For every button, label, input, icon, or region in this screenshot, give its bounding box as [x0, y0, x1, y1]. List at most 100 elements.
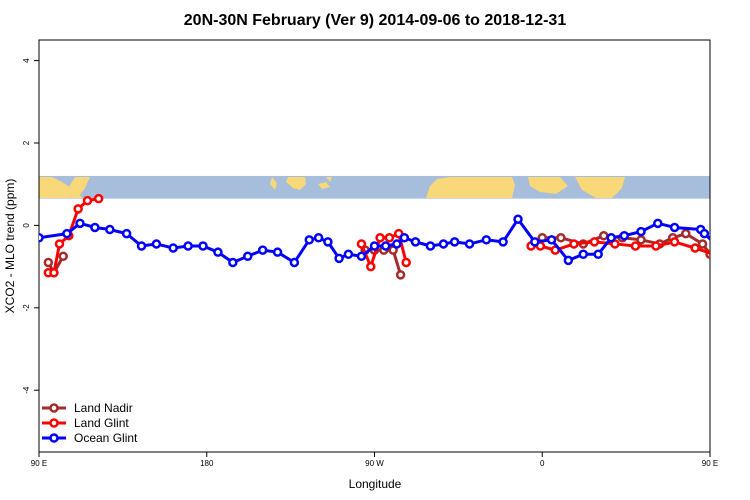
map-land-asia — [62, 177, 90, 198]
data-point-ocean-glint — [410, 237, 421, 247]
data-point-land-nadir — [43, 257, 54, 268]
legend-item-ocean-glint: Ocean Glint — [42, 431, 138, 445]
data-point-ocean-glint — [392, 239, 402, 249]
legend-item-land-nadir: Land Nadir — [42, 401, 133, 415]
data-point-ocean-glint — [356, 251, 367, 262]
legend-marker — [49, 433, 59, 443]
data-point-ocean-glint — [513, 214, 523, 224]
data-point-land-glint — [73, 204, 83, 214]
y-tick-label: -2 — [22, 304, 31, 312]
data-point-ocean-glint — [669, 222, 680, 233]
map-land-africa-west — [426, 177, 515, 198]
y-axis: -4 -2 0 2 4 — [22, 58, 39, 394]
map-land-arabia — [528, 177, 568, 194]
x-axis: 90 E 180 90 W 0 90 E — [31, 452, 718, 468]
data-point-land-glint — [708, 251, 710, 258]
x-tick-label: 0 — [540, 459, 545, 468]
data-point-ocean-glint — [334, 253, 344, 264]
data-point-land-nadir — [395, 270, 406, 280]
x-tick-label: 180 — [200, 459, 214, 468]
data-point-ocean-glint — [228, 257, 238, 268]
data-point-ocean-glint — [449, 237, 460, 247]
data-point-ocean-glint — [39, 233, 44, 243]
data-point-ocean-glint — [714, 243, 721, 250]
data-point-ocean-glint — [546, 235, 557, 245]
series-ocean-glint — [39, 214, 749, 268]
data-point-ocean-glint — [136, 241, 147, 251]
data-point-ocean-glint — [90, 222, 100, 233]
data-point-ocean-glint — [578, 249, 589, 259]
data-point-land-glint — [740, 240, 747, 247]
data-point-land-glint — [356, 239, 367, 249]
data-point-land-glint — [721, 267, 728, 274]
map-land-florida — [326, 177, 332, 182]
data-point-land-nadir — [681, 228, 691, 239]
data-point-land-glint — [54, 239, 65, 249]
y-tick-label: -4 — [22, 386, 31, 394]
series-line-land-glint — [531, 240, 710, 255]
legend-marker — [49, 403, 59, 413]
data-point-land-nadir — [697, 239, 708, 249]
data-point-ocean-glint — [369, 241, 380, 251]
series-layer — [39, 193, 749, 280]
data-point-ocean-glint — [530, 237, 540, 247]
y-tick-label: 0 — [22, 223, 31, 228]
data-point-ocean-glint — [75, 218, 85, 229]
data-point-ocean-glint — [653, 218, 663, 229]
map-band-land — [39, 177, 625, 198]
data-point-land-glint — [690, 243, 700, 253]
data-point-land-nadir — [636, 235, 646, 245]
data-point-ocean-glint — [438, 239, 449, 249]
x-tick-label: 90 E — [31, 459, 47, 468]
data-point-ocean-glint — [272, 247, 283, 257]
data-point-land-nadir — [58, 251, 68, 262]
data-point-ocean-glint — [121, 228, 132, 239]
data-point-land-glint — [401, 257, 411, 268]
data-point-ocean-glint — [742, 247, 749, 254]
data-point-ocean-glint — [619, 230, 630, 241]
data-point-ocean-glint — [313, 233, 324, 243]
map-land-mexico — [286, 177, 306, 190]
map-land-india-east — [575, 177, 625, 198]
data-point-land-glint — [630, 241, 641, 251]
data-point-land-nadir — [556, 233, 566, 243]
data-point-land-glint — [384, 233, 395, 243]
data-point-land-glint — [569, 239, 579, 249]
data-point-ocean-glint — [257, 245, 268, 255]
data-point-ocean-glint — [183, 241, 193, 251]
data-point-ocean-glint — [289, 257, 300, 268]
x-tick-label: 90 W — [365, 459, 384, 468]
series-line-ocean-glint — [39, 217, 710, 264]
x-tick-label: 90 E — [702, 459, 718, 468]
legend-label: Land Glint — [74, 416, 129, 430]
data-point-ocean-glint — [380, 241, 391, 251]
data-point-land-glint — [669, 237, 680, 247]
data-point-land-glint — [49, 268, 59, 278]
data-point-land-nadir — [731, 269, 738, 276]
data-point-ocean-glint — [304, 235, 315, 245]
map-band — [39, 175, 710, 199]
data-point-ocean-glint — [729, 240, 736, 247]
data-point-ocean-glint — [168, 243, 178, 253]
data-point-ocean-glint — [498, 237, 508, 247]
data-point-ocean-glint — [243, 251, 253, 262]
data-point-land-glint — [375, 233, 385, 243]
map-land-baja — [270, 177, 277, 190]
x-axis-label: Longitude — [349, 477, 402, 491]
data-point-land-glint — [93, 193, 104, 204]
data-point-land-glint — [589, 237, 600, 247]
data-point-ocean-glint — [563, 255, 574, 266]
data-point-ocean-glint — [151, 239, 162, 249]
data-point-land-nadir — [718, 259, 725, 266]
data-point-ocean-glint — [198, 241, 208, 251]
data-point-land-glint — [82, 195, 93, 206]
legend-label: Land Nadir — [74, 401, 133, 415]
y-axis-label: XCO2 - MLO trend (ppm) — [3, 179, 17, 314]
data-point-ocean-glint — [606, 233, 616, 243]
data-point-ocean-glint — [481, 235, 492, 245]
map-land-cuba — [318, 182, 330, 189]
data-point-ocean-glint — [213, 247, 223, 257]
data-point-land-nadir — [599, 230, 609, 241]
